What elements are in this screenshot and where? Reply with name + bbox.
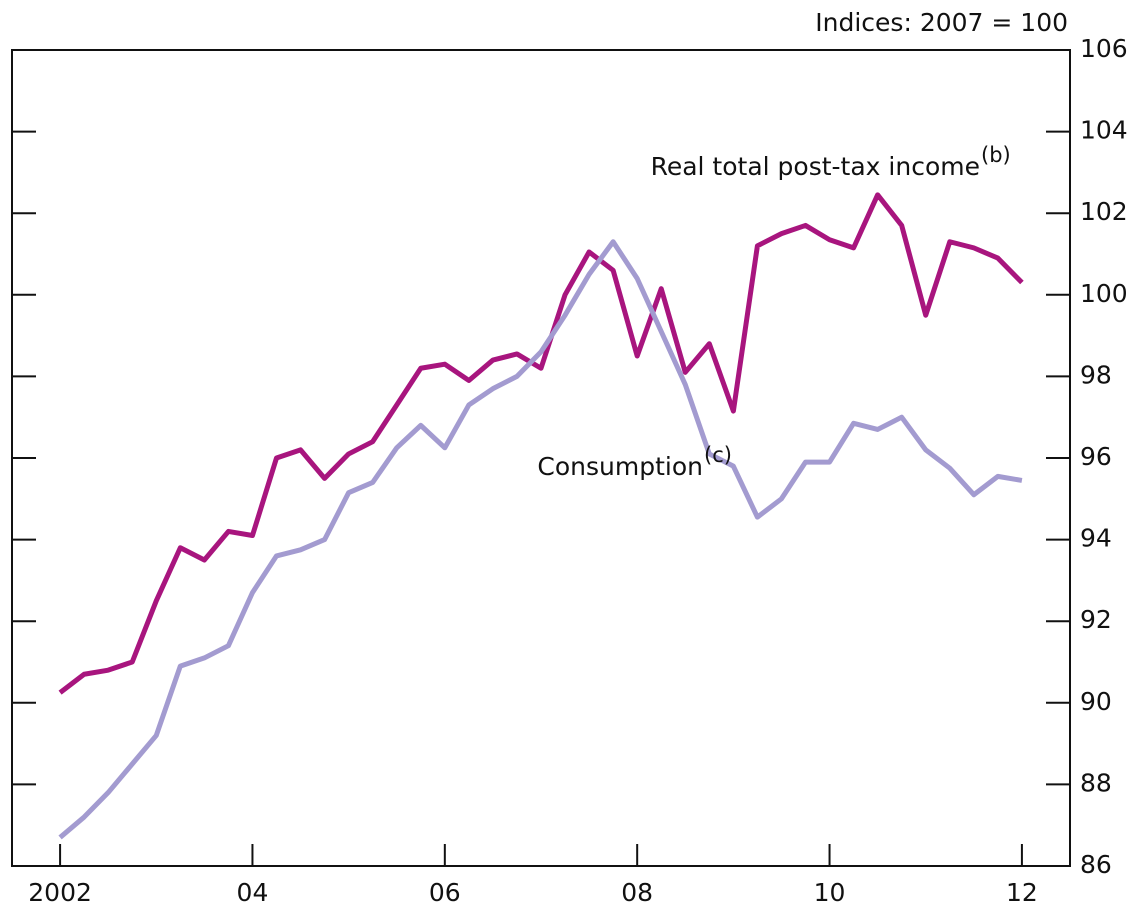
series-note: (b) bbox=[981, 143, 1011, 167]
y-tick-label: 96 bbox=[1080, 442, 1112, 471]
y-tick-label: 104 bbox=[1080, 116, 1128, 145]
x-tick-label: 08 bbox=[621, 878, 653, 907]
x-tick-label: 10 bbox=[814, 878, 846, 907]
y-tick-label: 102 bbox=[1080, 197, 1128, 226]
series-label: Real total post-tax income bbox=[651, 152, 980, 181]
y-tick-label: 106 bbox=[1080, 34, 1128, 63]
series-line bbox=[58, 239, 1023, 840]
y-tick-label: 90 bbox=[1080, 687, 1112, 716]
series-note: (c) bbox=[704, 443, 732, 467]
x-tick-label: 12 bbox=[1006, 878, 1038, 907]
x-tick-label: 04 bbox=[237, 878, 269, 907]
unit-label: Indices: 2007 = 100 bbox=[815, 8, 1068, 37]
y-tick-label: 92 bbox=[1080, 605, 1112, 634]
y-tick-label: 86 bbox=[1080, 850, 1112, 879]
series-label: Consumption bbox=[537, 452, 703, 481]
y-tick-label: 100 bbox=[1080, 279, 1128, 308]
x-tick-label: 2002 bbox=[28, 878, 92, 907]
y-tick-label: 88 bbox=[1080, 768, 1112, 797]
y-tick-label: 98 bbox=[1080, 360, 1112, 389]
series-line bbox=[58, 192, 1024, 695]
y-tick-label: 94 bbox=[1080, 524, 1112, 553]
x-tick-label: 06 bbox=[429, 878, 461, 907]
